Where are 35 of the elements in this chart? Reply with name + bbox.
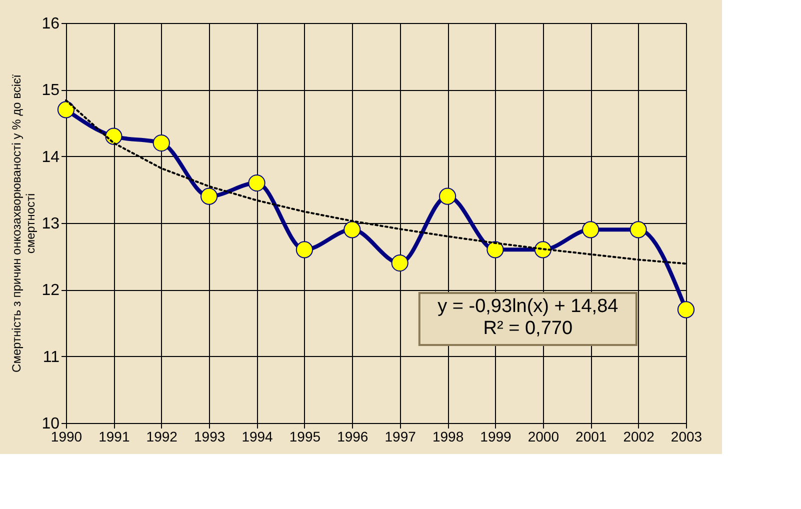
point bbox=[152, 134, 170, 152]
x-tick-label: 2002 bbox=[623, 428, 655, 444]
annotation: y = -0,93ln(x) + 14,84 bbox=[438, 296, 619, 317]
point bbox=[630, 221, 647, 238]
x-tick-label: 1993 bbox=[194, 428, 226, 444]
point bbox=[105, 128, 122, 145]
x-tick-label: 2000 bbox=[528, 428, 560, 444]
annotation: R² = 0,770 bbox=[483, 318, 573, 339]
point bbox=[582, 221, 600, 238]
x-tick-label: 2001 bbox=[576, 428, 607, 444]
y-tick-label: 13 bbox=[42, 216, 60, 232]
point bbox=[344, 221, 361, 238]
y-tick-label: 15 bbox=[42, 82, 60, 100]
point bbox=[438, 188, 456, 205]
point bbox=[391, 254, 408, 272]
y-tick-label: 12 bbox=[42, 282, 60, 300]
x-tick-label: 1996 bbox=[337, 428, 368, 444]
y-tick-label: 16 bbox=[42, 16, 60, 32]
x-tick-label: 1994 bbox=[242, 428, 274, 444]
y-tick-label: 14 bbox=[42, 148, 60, 166]
y-axis-title: Смертність з причин онкозахворюваності у % до всієї смертності bbox=[10, 74, 38, 372]
point bbox=[486, 241, 504, 258]
point bbox=[296, 241, 314, 258]
x-tick-label: 1992 bbox=[146, 428, 178, 444]
x-tick-label: 1995 bbox=[289, 428, 321, 444]
point bbox=[677, 301, 695, 318]
x-tick-label: 1999 bbox=[480, 428, 512, 444]
y-tick-label: 11 bbox=[42, 348, 60, 366]
x-tick-label: 1997 bbox=[384, 428, 416, 444]
x-tick-label: 2003 bbox=[670, 428, 702, 444]
point bbox=[200, 188, 218, 205]
point bbox=[248, 174, 266, 192]
x-tick-label: 1991 bbox=[98, 428, 130, 444]
x-tick-label: 1998 bbox=[432, 428, 464, 444]
point bbox=[57, 101, 75, 118]
